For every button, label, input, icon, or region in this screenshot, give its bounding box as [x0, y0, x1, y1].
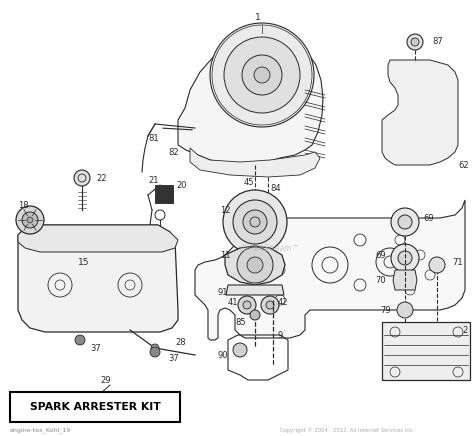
- Text: 91: 91: [218, 287, 228, 296]
- Text: 41: 41: [228, 297, 238, 307]
- Circle shape: [237, 247, 273, 283]
- Text: 11: 11: [220, 251, 230, 259]
- Text: 29: 29: [100, 375, 110, 385]
- Text: 84: 84: [270, 184, 281, 193]
- Text: SPARK ARRESTER KIT: SPARK ARRESTER KIT: [29, 402, 160, 412]
- Polygon shape: [382, 60, 458, 165]
- Circle shape: [16, 206, 44, 234]
- Text: 82: 82: [168, 147, 179, 157]
- Text: 79: 79: [380, 306, 391, 314]
- Polygon shape: [190, 148, 320, 177]
- Circle shape: [391, 244, 419, 272]
- Circle shape: [75, 335, 85, 345]
- Text: engine-tex_Kohl_19: engine-tex_Kohl_19: [10, 427, 72, 433]
- Polygon shape: [18, 225, 178, 252]
- Polygon shape: [225, 246, 285, 285]
- Text: 71: 71: [452, 258, 463, 266]
- Text: 1: 1: [255, 14, 261, 23]
- Text: 28: 28: [175, 337, 186, 347]
- Text: 18: 18: [18, 201, 28, 210]
- Text: 42: 42: [278, 297, 289, 307]
- Circle shape: [250, 217, 260, 227]
- Text: 69: 69: [375, 251, 386, 259]
- Circle shape: [233, 343, 247, 357]
- Text: 62: 62: [458, 160, 469, 170]
- Text: 45: 45: [244, 177, 255, 187]
- Text: 20: 20: [176, 181, 186, 190]
- Circle shape: [391, 208, 419, 236]
- Polygon shape: [18, 225, 178, 332]
- Bar: [10, 392, 180, 422]
- Circle shape: [247, 257, 263, 273]
- Circle shape: [150, 347, 160, 357]
- Polygon shape: [393, 270, 417, 290]
- Circle shape: [243, 210, 267, 234]
- Text: 81: 81: [148, 133, 159, 143]
- Text: 21: 21: [148, 176, 158, 184]
- Text: Copyright © 2004 - 2012, All Internet Services Inc.: Copyright © 2004 - 2012, All Internet Se…: [280, 427, 414, 433]
- Text: 2: 2: [462, 326, 467, 334]
- Circle shape: [398, 215, 412, 229]
- Text: 37: 37: [168, 354, 179, 362]
- Circle shape: [407, 34, 423, 50]
- Text: 90: 90: [218, 351, 228, 360]
- Bar: [155, 185, 173, 203]
- Circle shape: [238, 296, 256, 314]
- Circle shape: [261, 296, 279, 314]
- Circle shape: [224, 37, 300, 113]
- Circle shape: [74, 170, 90, 186]
- Text: 85: 85: [235, 317, 246, 327]
- Text: 9: 9: [278, 330, 283, 340]
- Text: 87: 87: [432, 37, 443, 47]
- Polygon shape: [195, 195, 465, 340]
- Circle shape: [210, 23, 314, 127]
- Text: 12: 12: [220, 205, 230, 215]
- Circle shape: [266, 301, 274, 309]
- Circle shape: [429, 257, 445, 273]
- Circle shape: [411, 38, 419, 46]
- Bar: [382, 322, 470, 380]
- Text: 22: 22: [96, 174, 107, 183]
- Circle shape: [242, 55, 282, 95]
- Circle shape: [151, 344, 159, 352]
- Circle shape: [223, 190, 287, 254]
- Polygon shape: [178, 32, 323, 165]
- Text: 15: 15: [78, 258, 90, 266]
- Circle shape: [27, 217, 33, 223]
- Circle shape: [243, 301, 251, 309]
- Circle shape: [22, 212, 38, 228]
- Circle shape: [398, 251, 412, 265]
- Text: 69: 69: [423, 214, 434, 222]
- Circle shape: [254, 67, 270, 83]
- Polygon shape: [226, 285, 284, 295]
- Text: 70: 70: [375, 276, 386, 285]
- Text: AllPartStream™: AllPartStream™: [240, 243, 300, 252]
- Text: 37: 37: [90, 344, 101, 352]
- Circle shape: [250, 310, 260, 320]
- Circle shape: [397, 302, 413, 318]
- Circle shape: [233, 200, 277, 244]
